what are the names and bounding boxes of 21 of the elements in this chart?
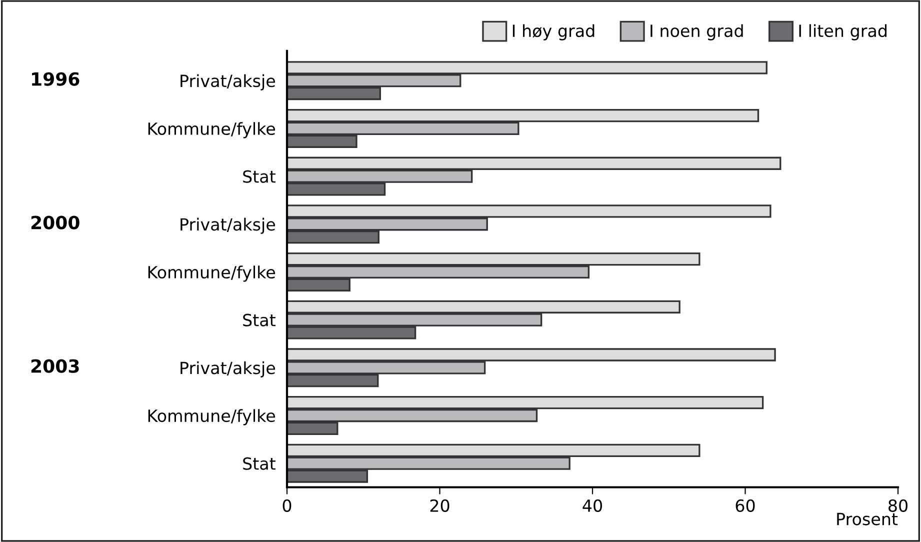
legend-label: I noen grad [650,24,743,40]
y-tick-label: Stat [243,170,276,183]
legend-label: I liten grad [799,24,886,40]
legend-label: I høy grad [512,24,594,40]
y-tick-label: Kommune/fylke [148,122,275,138]
x-axis-title: Prosent [837,512,898,526]
x-tick-label: 60 [736,499,755,512]
x-tick-label: 20 [430,499,450,512]
x-tick-label: 40 [582,499,602,512]
text: 1996 [32,72,80,86]
y-tick-label: Privat/aksje [180,218,276,234]
y-tick-label: Privat/aksje [180,361,276,378]
y-tick-label: Privat/aksje [180,74,276,90]
y-tick-label: Stat [243,314,276,326]
y-tick-label: Stat [243,457,276,470]
y-tick-label: Kommune/fylke [148,266,275,282]
y-tick-label: Kommune/fylke [148,409,275,426]
text: 2000 [31,216,80,230]
x-tick-label: 0 [282,499,292,512]
text: 2003 [31,359,79,373]
x-tick-label: 80 [888,499,908,512]
